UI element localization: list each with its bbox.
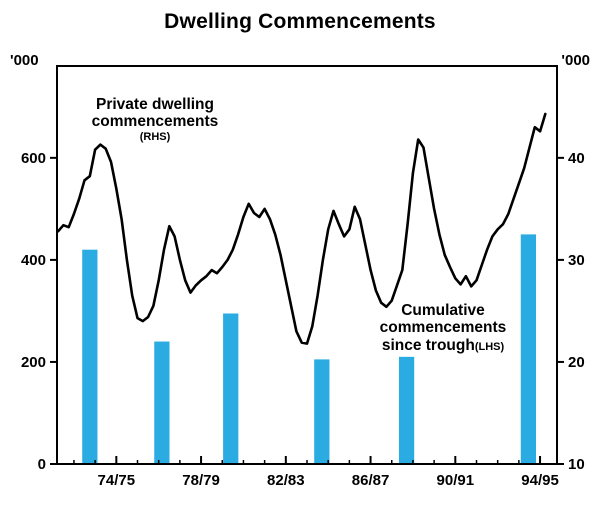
line-series (56, 112, 547, 345)
line-series-label-line2: commencements (91, 113, 219, 131)
bar-86/87 (314, 359, 330, 464)
right-axis-unit-label: '000 (561, 52, 590, 69)
line-series-label: Private dwelling commencements (RHS) (66, 96, 244, 143)
bar-94/95 (520, 234, 537, 464)
right-tick-label: 20 (568, 354, 585, 371)
bar-series-label-line2: commencements (379, 319, 507, 337)
line-series-label-line1: Private dwelling (95, 96, 214, 113)
bar-series-label-line1: Cumulative (401, 302, 485, 319)
left-tick-label: 0 (38, 456, 46, 473)
x-tick-label: 82/83 (267, 472, 305, 489)
left-tick-label: 400 (21, 252, 46, 269)
right-tick-label: 30 (568, 252, 585, 269)
bar-series-label: Cumulative commencements since trough(LH… (358, 302, 528, 354)
bar-series-label-line3: since trough(LHS) (381, 336, 505, 354)
x-tick-label: 78/79 (182, 472, 220, 489)
left-tick-label: 600 (21, 150, 46, 167)
line-series-scale-tag: (RHS) (139, 130, 171, 143)
left-tick-label: 200 (21, 354, 46, 371)
bar-78/79 (154, 341, 170, 464)
left-axis-unit-label: '000 (10, 52, 39, 69)
x-tick-label: 94/95 (521, 472, 559, 489)
bar-74/75 (82, 249, 98, 464)
right-tick-label: 40 (568, 150, 585, 167)
x-tick-label: 86/87 (352, 472, 390, 489)
right-tick-label: 10 (568, 456, 585, 473)
x-tick-label: 74/75 (98, 472, 136, 489)
x-tick-label: 90/91 (437, 472, 475, 489)
chart-title: Dwelling Commencements (164, 10, 436, 33)
bar-series-scale-tag: (LHS) (474, 340, 505, 353)
bar-82/83 (223, 313, 239, 464)
bar-90/91 (398, 356, 415, 464)
